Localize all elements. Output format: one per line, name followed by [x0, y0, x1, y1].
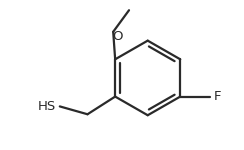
- Text: F: F: [214, 90, 221, 103]
- Text: HS: HS: [38, 100, 56, 113]
- Text: O: O: [112, 30, 122, 43]
